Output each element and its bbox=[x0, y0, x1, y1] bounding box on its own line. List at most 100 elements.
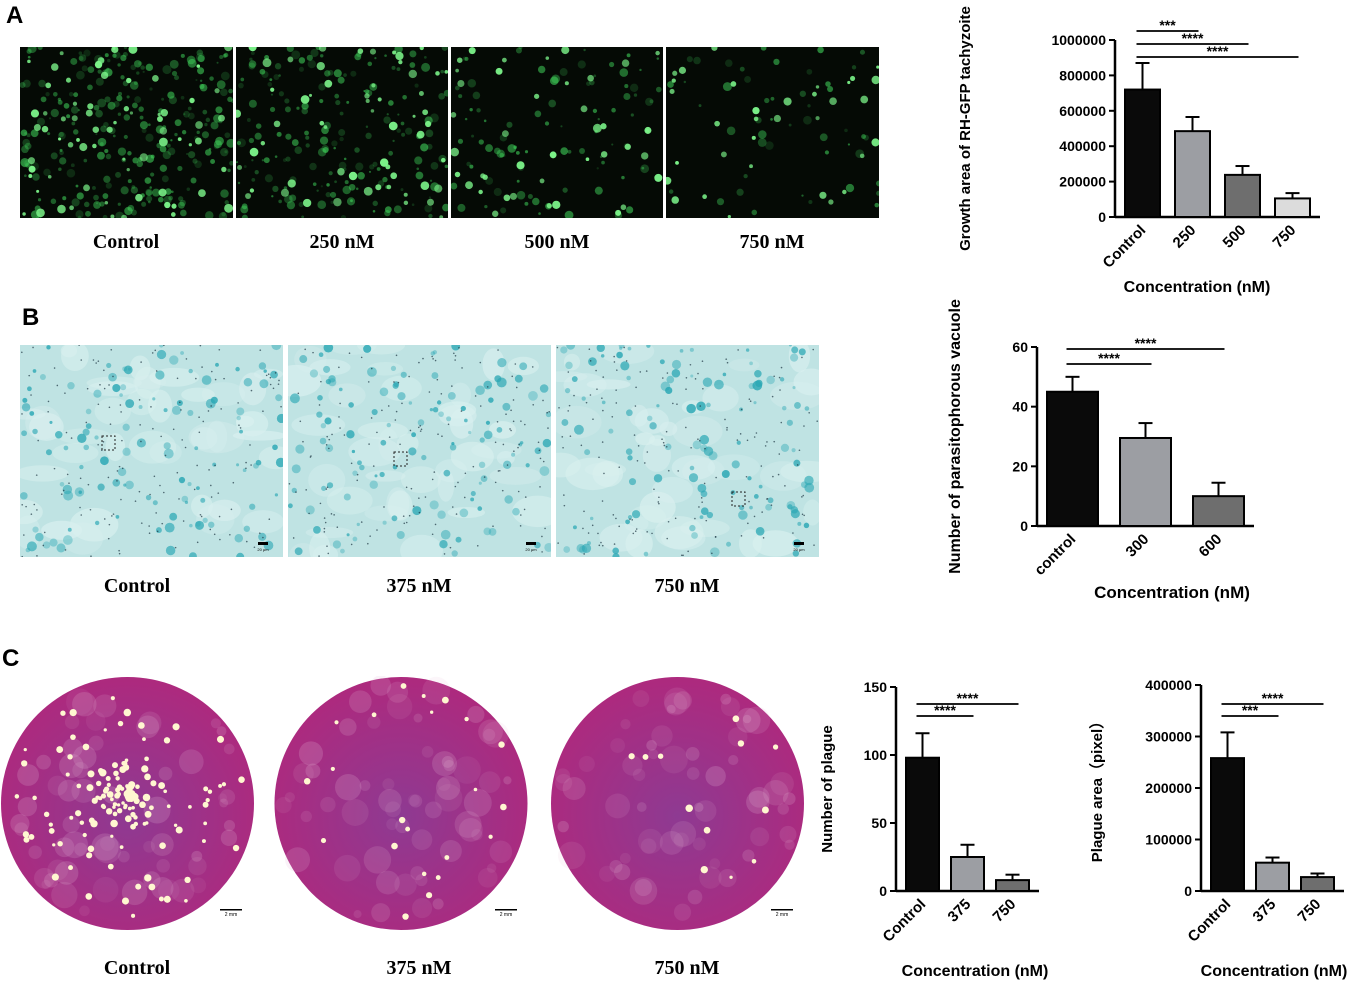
gfp-speckle bbox=[394, 47, 403, 54]
stain-nucleus bbox=[42, 544, 45, 547]
stain-nucleus bbox=[537, 441, 540, 444]
stain-cell bbox=[460, 405, 466, 412]
stain-texture bbox=[20, 499, 43, 525]
gfp-cell bbox=[319, 120, 325, 126]
dish-texture bbox=[439, 840, 462, 862]
dish-texture bbox=[432, 751, 458, 777]
stain-cell bbox=[534, 447, 542, 455]
stain-nucleus bbox=[778, 453, 781, 455]
gfp-speckle bbox=[334, 93, 340, 99]
gfp-speckle bbox=[537, 65, 546, 74]
stain-nucleus bbox=[597, 532, 599, 535]
stain-nucleus bbox=[219, 538, 221, 541]
stain-texture bbox=[181, 387, 215, 402]
stain-cell bbox=[721, 470, 730, 478]
plaque bbox=[110, 696, 115, 701]
gfp-speckle bbox=[102, 214, 108, 218]
stain-cell bbox=[323, 365, 331, 373]
dish-texture bbox=[673, 691, 692, 710]
stain-nucleus bbox=[25, 505, 27, 508]
stain-cell bbox=[324, 417, 332, 425]
plaque bbox=[23, 836, 30, 843]
gfp-speckle bbox=[168, 195, 173, 201]
stain-nucleus bbox=[546, 411, 548, 414]
stain-texture bbox=[659, 421, 678, 436]
gfp-cell bbox=[28, 157, 35, 165]
stain-cell bbox=[115, 515, 120, 519]
stain-nucleus bbox=[562, 446, 564, 449]
gfp-image-250nm bbox=[236, 47, 448, 218]
dish-texture bbox=[341, 798, 369, 826]
gfp-cell bbox=[730, 81, 737, 87]
stain-nucleus bbox=[702, 387, 704, 390]
stain-nucleus bbox=[229, 533, 231, 536]
gfp-speckle bbox=[161, 175, 169, 183]
stain-nucleus bbox=[376, 431, 378, 434]
stain-nucleus bbox=[803, 514, 805, 517]
stain-nucleus bbox=[103, 369, 105, 372]
gfp-speckle bbox=[213, 143, 220, 150]
gfp-speckle bbox=[592, 108, 598, 114]
stain-nucleus bbox=[47, 410, 49, 413]
gfp-cell bbox=[198, 189, 206, 197]
dish-texture bbox=[91, 833, 119, 861]
stain-cell bbox=[738, 510, 748, 520]
gfp-speckle bbox=[117, 112, 122, 116]
stain-cell bbox=[475, 385, 485, 396]
dish-texture bbox=[118, 850, 130, 863]
gfp-speckle bbox=[506, 121, 513, 128]
stain-nucleus bbox=[348, 352, 351, 355]
gfp-speckle bbox=[611, 143, 614, 146]
stain-cell bbox=[328, 375, 336, 383]
stain-nucleus bbox=[520, 514, 522, 516]
stain-nucleus bbox=[665, 430, 668, 433]
stain-nucleus bbox=[262, 536, 264, 539]
gfp-cell bbox=[439, 215, 444, 218]
stain-texture bbox=[661, 526, 706, 551]
stain-cell bbox=[357, 460, 362, 466]
stain-nucleus bbox=[116, 470, 119, 472]
gfp-speckle bbox=[318, 83, 326, 91]
gfp-cell bbox=[552, 200, 561, 209]
stain-nucleus bbox=[740, 535, 743, 537]
dish-texture bbox=[620, 719, 631, 730]
stain-nucleus bbox=[563, 504, 566, 507]
stain-cell bbox=[753, 401, 757, 405]
stain-nucleus bbox=[153, 475, 156, 478]
stain-cell bbox=[589, 516, 594, 521]
gfp-speckle bbox=[321, 145, 329, 153]
stain-cell bbox=[249, 503, 256, 510]
stain-nucleus bbox=[639, 371, 642, 373]
gfp-speckle bbox=[559, 68, 568, 77]
stain-nucleus bbox=[193, 488, 196, 491]
gfp-speckle bbox=[230, 98, 233, 103]
plaque bbox=[158, 782, 166, 790]
gfp-speckle bbox=[26, 48, 32, 54]
gfp-cell bbox=[773, 114, 781, 123]
gfp-speckle bbox=[102, 193, 109, 199]
stain-cell bbox=[94, 520, 100, 526]
stain-nucleus bbox=[139, 424, 141, 426]
plaque bbox=[87, 770, 95, 778]
gfp-speckle bbox=[45, 92, 50, 97]
stain-nucleus bbox=[265, 374, 268, 377]
gfp-speckle bbox=[93, 104, 100, 111]
gfp-cell bbox=[111, 47, 119, 54]
gfp-speckle bbox=[549, 76, 559, 86]
stain-texture bbox=[326, 486, 373, 515]
gfp-speckle bbox=[534, 110, 542, 118]
stain-cell bbox=[477, 506, 483, 511]
panel-letter-a: A bbox=[6, 2, 24, 29]
stain-cell bbox=[145, 494, 152, 501]
gfp-speckle bbox=[238, 82, 244, 89]
stain-nucleus bbox=[505, 413, 507, 416]
stain-cell bbox=[631, 510, 641, 519]
gfp-speckle bbox=[269, 106, 276, 113]
gfp-cell bbox=[323, 125, 328, 129]
chart-b-y-tick-label: 40 bbox=[1012, 399, 1028, 415]
gfp-speckle bbox=[630, 113, 634, 117]
stain-nucleus bbox=[43, 531, 46, 534]
stain-nucleus bbox=[309, 456, 312, 458]
stain-cell bbox=[380, 439, 387, 446]
stain-nucleus bbox=[698, 506, 700, 508]
